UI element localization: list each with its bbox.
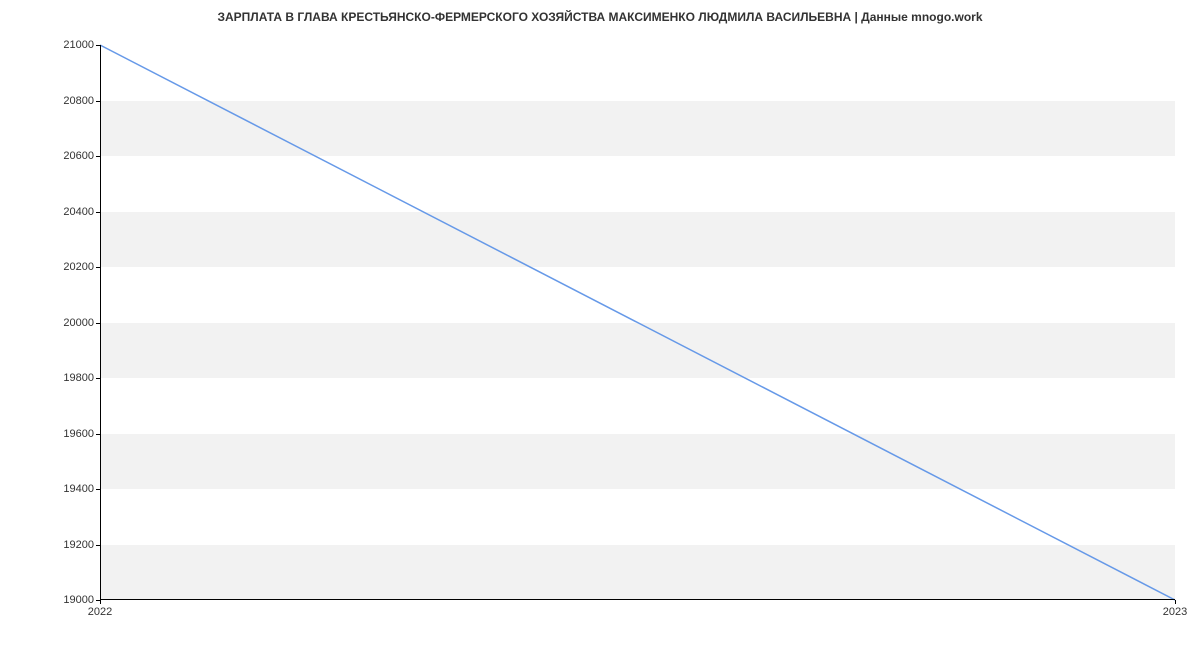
y-axis-line [100,45,101,600]
chart-title: ЗАРПЛАТА В ГЛАВА КРЕСТЬЯНСКО-ФЕРМЕРСКОГО… [0,10,1200,24]
plot-area: 1900019200194001960019800200002020020400… [100,45,1175,600]
y-tick-label: 19800 [63,372,94,384]
y-tick-label: 19200 [63,539,94,551]
y-tick-label: 20000 [63,317,94,329]
y-tick-label: 19000 [63,594,94,606]
data-line-svg [100,45,1175,600]
y-tick-mark [96,378,100,379]
y-tick-mark [96,489,100,490]
y-tick-label: 20200 [63,261,94,273]
y-tick-label: 21000 [63,39,94,51]
y-tick-mark [96,45,100,46]
y-tick-mark [96,545,100,546]
y-tick-mark [96,434,100,435]
y-tick-label: 19400 [63,483,94,495]
series-line [100,45,1175,600]
y-tick-label: 20600 [63,150,94,162]
y-tick-mark [96,212,100,213]
x-axis-line [100,599,1175,600]
y-tick-mark [96,101,100,102]
y-tick-mark [96,156,100,157]
y-tick-mark [96,323,100,324]
y-tick-mark [96,267,100,268]
x-tick-label: 2023 [1163,606,1187,618]
salary-chart: ЗАРПЛАТА В ГЛАВА КРЕСТЬЯНСКО-ФЕРМЕРСКОГО… [0,0,1200,650]
x-tick-mark [100,600,101,604]
y-tick-label: 20800 [63,95,94,107]
x-tick-label: 2022 [88,606,112,618]
y-tick-label: 19600 [63,428,94,440]
y-tick-label: 20400 [63,206,94,218]
x-tick-mark [1175,600,1176,604]
